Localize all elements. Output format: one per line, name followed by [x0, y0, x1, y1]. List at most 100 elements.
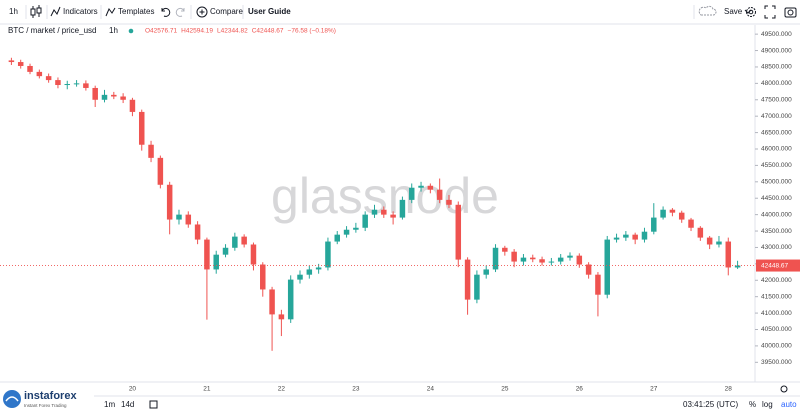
y-tick-label: 47500.000: [761, 96, 792, 103]
candle-body: [55, 80, 61, 86]
candle-body: [632, 234, 638, 240]
candle-body: [185, 214, 192, 225]
compare-icon: [199, 9, 205, 15]
chart-type-button[interactable]: [30, 5, 42, 18]
candle-body: [371, 209, 378, 215]
candle-body: [111, 94, 117, 97]
candle-body: [390, 214, 396, 218]
y-tick-label: 45500.000: [761, 162, 792, 169]
redo-button[interactable]: [175, 7, 185, 17]
indicators-button[interactable]: Indicators: [63, 7, 98, 16]
legend-value: −76.58 (−0.18%): [288, 28, 336, 35]
candle-body: [176, 214, 182, 220]
candle-body: [120, 96, 126, 100]
candle-body: [250, 244, 257, 265]
y-tick-label: 47000.000: [761, 113, 792, 120]
candle-body: [408, 187, 415, 200]
icon: [746, 7, 756, 17]
interval-button[interactable]: 1h: [9, 7, 18, 16]
settings-button[interactable]: [746, 7, 756, 17]
candle-body: [287, 279, 294, 320]
log-toggle[interactable]: log: [762, 400, 773, 409]
candle-body: [567, 255, 573, 258]
candle-body: [129, 99, 136, 112]
candle-body: [381, 209, 387, 215]
fullscreen-button[interactable]: [764, 5, 776, 19]
candle-body: [511, 251, 517, 262]
candle-body: [17, 62, 24, 66]
candle-body: [613, 237, 620, 240]
candle-body: [27, 65, 33, 72]
candle-body: [64, 84, 71, 86]
y-tick-label: 46000.000: [761, 146, 792, 153]
candle-body: [585, 264, 592, 275]
candle-body: [427, 185, 434, 190]
candle-body: [660, 209, 666, 218]
candle-body: [325, 241, 331, 268]
y-tick-label: 48500.000: [761, 64, 792, 71]
candle-body: [669, 209, 676, 213]
candle-body: [688, 219, 694, 228]
candle-body: [399, 199, 406, 218]
watermark: glassnode: [271, 168, 499, 224]
percent-toggle[interactable]: %: [749, 400, 756, 409]
y-tick-label: 49000.000: [761, 47, 792, 54]
candle-body: [204, 239, 210, 270]
candle-body: [36, 71, 43, 77]
clock: 03:41:25 (UTC): [683, 400, 738, 409]
candle-body: [539, 259, 545, 263]
candle-body: [716, 241, 722, 245]
user-guide-button[interactable]: User Guide: [248, 7, 291, 16]
legend-symbol: BTC / market / price_usd: [8, 26, 96, 35]
undo-button[interactable]: [161, 7, 171, 17]
candle-body: [641, 231, 648, 240]
candle-body: [678, 212, 685, 220]
x-tick-label: 28: [725, 386, 733, 393]
icon: [30, 8, 36, 16]
candle-body: [557, 257, 564, 262]
candle-body: [92, 87, 98, 100]
candle-body: [697, 227, 704, 238]
x-tick-label: 24: [427, 386, 435, 393]
logo-icon: [5, 396, 19, 402]
x-tick-label: 23: [352, 386, 360, 393]
icon: [36, 7, 42, 14]
x-tick-label: 26: [576, 386, 584, 393]
candle-body: [706, 237, 713, 245]
candle-body: [455, 204, 462, 260]
indicators-icon: [50, 6, 61, 17]
auto-toggle[interactable]: auto: [781, 400, 797, 409]
icon: [784, 7, 797, 18]
templates-button[interactable]: Templates: [118, 7, 154, 16]
axis-settings[interactable]: [780, 385, 788, 393]
candle-body: [157, 157, 164, 185]
logo-icon: [3, 390, 21, 408]
compare-button[interactable]: Compare: [210, 7, 243, 16]
candle-body: [530, 257, 536, 260]
range-button[interactable]: 1m: [104, 400, 115, 409]
price-tag: [756, 259, 800, 272]
candle-body: [297, 274, 303, 280]
legend-value: H42594.19: [181, 28, 213, 35]
y-tick-label: 43500.000: [761, 228, 792, 235]
candle-body: [595, 274, 601, 295]
candle-body: [353, 227, 359, 230]
y-tick-label: 42000.000: [761, 277, 792, 284]
candle-body: [278, 314, 285, 320]
save-button[interactable]: Save: [724, 7, 743, 16]
y-tick-label: 46500.000: [761, 129, 792, 136]
candle-body: [548, 261, 555, 263]
screenshot-button[interactable]: [784, 7, 797, 18]
range-button[interactable]: 14d: [121, 400, 134, 409]
candle-body: [334, 234, 340, 242]
candle-body: [623, 234, 629, 238]
date-range-button[interactable]: [149, 400, 158, 409]
y-tick-label: 44500.000: [761, 195, 792, 202]
candle-body: [73, 83, 80, 85]
y-tick-label: 43000.000: [761, 244, 792, 251]
candle-body: [213, 254, 219, 270]
y-tick-label: 44000.000: [761, 211, 792, 218]
candle-body: [464, 259, 471, 300]
candle-body: [474, 274, 480, 300]
y-tick-label: 41500.000: [761, 293, 792, 300]
